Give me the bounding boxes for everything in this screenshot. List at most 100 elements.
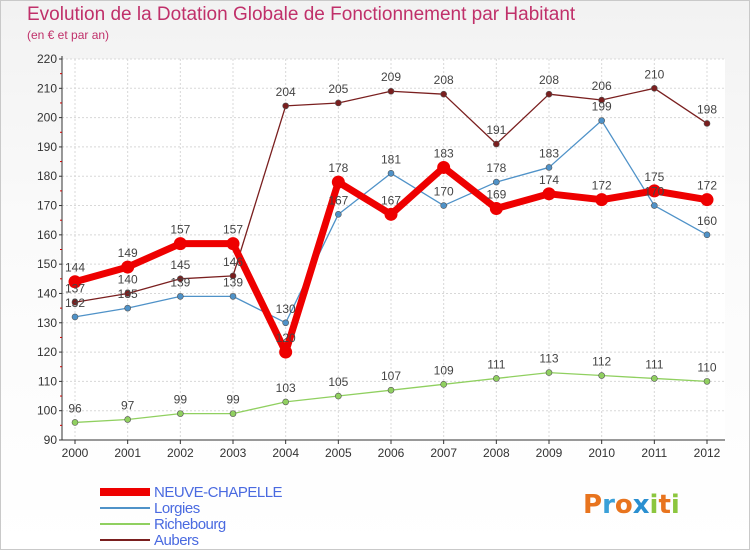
proxiti-logo: Proxiti bbox=[583, 490, 680, 520]
legend-label: Aubers bbox=[154, 532, 199, 549]
legend-swatch bbox=[100, 488, 150, 496]
x-tick-label: 2006 bbox=[378, 446, 405, 460]
data-label: 140 bbox=[118, 272, 138, 286]
data-point bbox=[440, 381, 447, 388]
labels-lorgies: 132 135 139 139 130 167 181 170 178 183 199 170 160 bbox=[65, 100, 717, 316]
data-point bbox=[545, 164, 553, 171]
data-label: 149 bbox=[118, 246, 138, 260]
data-label: 144 bbox=[65, 261, 85, 275]
legend-swatch bbox=[100, 523, 150, 525]
data-label: 169 bbox=[486, 187, 506, 201]
data-label: 107 bbox=[381, 369, 401, 383]
data-point bbox=[387, 386, 395, 394]
data-point bbox=[124, 290, 131, 297]
series-neuve-chapelle bbox=[68, 160, 714, 359]
labels-richebourg: 96 97 99 99 103 105 107 109 111 113 112 111 110 bbox=[68, 352, 717, 416]
y-tick-label: 90 bbox=[44, 433, 58, 447]
y-tick-label: 120 bbox=[37, 345, 57, 359]
y-tick-label: 110 bbox=[38, 374, 57, 388]
data-point bbox=[279, 345, 293, 359]
data-point bbox=[387, 170, 395, 177]
data-label: 96 bbox=[68, 401, 82, 415]
data-point bbox=[700, 193, 714, 207]
data-point bbox=[703, 120, 711, 127]
data-point bbox=[71, 313, 79, 321]
data-point bbox=[647, 184, 661, 198]
data-label: 157 bbox=[170, 223, 190, 237]
y-tick-label: 130 bbox=[37, 316, 57, 330]
data-point bbox=[335, 211, 342, 218]
data-point bbox=[545, 90, 553, 98]
data-label: 183 bbox=[539, 146, 559, 160]
data-label: 198 bbox=[697, 102, 717, 116]
data-point bbox=[68, 275, 82, 289]
data-label: 191 bbox=[486, 123, 506, 137]
data-point bbox=[226, 237, 240, 251]
data-point bbox=[493, 375, 500, 382]
data-label: 206 bbox=[592, 79, 612, 93]
series-aubers bbox=[71, 85, 711, 306]
data-point bbox=[282, 319, 289, 327]
data-point bbox=[177, 293, 184, 300]
data-label: 172 bbox=[697, 179, 717, 193]
legend-label: Lorgies bbox=[154, 500, 200, 517]
x-tick-label: 2005 bbox=[325, 446, 352, 460]
chart-subtitle: (en € et par an) bbox=[27, 28, 110, 42]
data-label: 139 bbox=[223, 275, 243, 289]
chart-title: Evolution de la Dotation Globale de Fonc… bbox=[27, 4, 576, 25]
data-label: 111 bbox=[487, 357, 506, 371]
data-label: 99 bbox=[174, 393, 188, 407]
data-label: 130 bbox=[276, 302, 296, 316]
data-label: 204 bbox=[276, 85, 296, 99]
data-label: 178 bbox=[328, 161, 348, 175]
y-tick-label: 160 bbox=[37, 228, 57, 242]
y-tick-label: 190 bbox=[37, 140, 57, 154]
x-tick-label: 2000 bbox=[62, 446, 89, 460]
data-label: 208 bbox=[539, 73, 559, 87]
data-point bbox=[121, 260, 135, 274]
y-tick-label: 170 bbox=[37, 199, 57, 213]
data-label: 99 bbox=[226, 393, 240, 407]
data-point bbox=[387, 87, 395, 95]
legend-label: NEUVE-CHAPELLE bbox=[154, 484, 283, 501]
data-label: 146 bbox=[223, 255, 243, 269]
data-point bbox=[384, 207, 398, 221]
data-label: 210 bbox=[644, 67, 664, 81]
data-point bbox=[71, 419, 79, 426]
data-label: 105 bbox=[328, 375, 348, 389]
data-label: 175 bbox=[644, 170, 664, 184]
data-point bbox=[493, 178, 500, 186]
series-lorgies bbox=[71, 117, 711, 327]
data-point bbox=[440, 90, 447, 98]
logo-letter: i bbox=[670, 490, 680, 520]
data-point bbox=[703, 231, 711, 239]
data-label: 110 bbox=[697, 360, 716, 374]
x-tick-label: 2011 bbox=[641, 446, 667, 460]
data-label: 167 bbox=[328, 193, 348, 207]
data-label: 103 bbox=[276, 381, 296, 395]
data-label: 157 bbox=[223, 223, 243, 237]
logo-letter: o bbox=[614, 490, 633, 520]
data-point bbox=[542, 187, 556, 201]
data-label: 135 bbox=[118, 287, 138, 301]
data-label: 120 bbox=[276, 331, 296, 345]
data-point bbox=[595, 193, 609, 207]
data-label: 172 bbox=[592, 179, 612, 193]
data-label: 112 bbox=[592, 355, 611, 369]
labels-aubers: 137 140 145 146 204 205 209 208 191 208 206 210 198 bbox=[65, 67, 717, 295]
data-label: 170 bbox=[644, 185, 664, 199]
data-label: 181 bbox=[381, 152, 401, 166]
x-tick-label: 2004 bbox=[272, 446, 299, 460]
data-label: 160 bbox=[697, 214, 717, 228]
data-point bbox=[335, 392, 342, 400]
data-point bbox=[124, 304, 131, 312]
data-point bbox=[282, 398, 289, 406]
legend-label: Richebourg bbox=[154, 516, 226, 533]
y-tick-label: 200 bbox=[37, 111, 57, 125]
data-label: 113 bbox=[539, 352, 558, 366]
data-label: 145 bbox=[170, 258, 190, 272]
data-label: 109 bbox=[434, 363, 454, 377]
data-point bbox=[335, 99, 342, 107]
logo-letter: t bbox=[658, 490, 671, 520]
